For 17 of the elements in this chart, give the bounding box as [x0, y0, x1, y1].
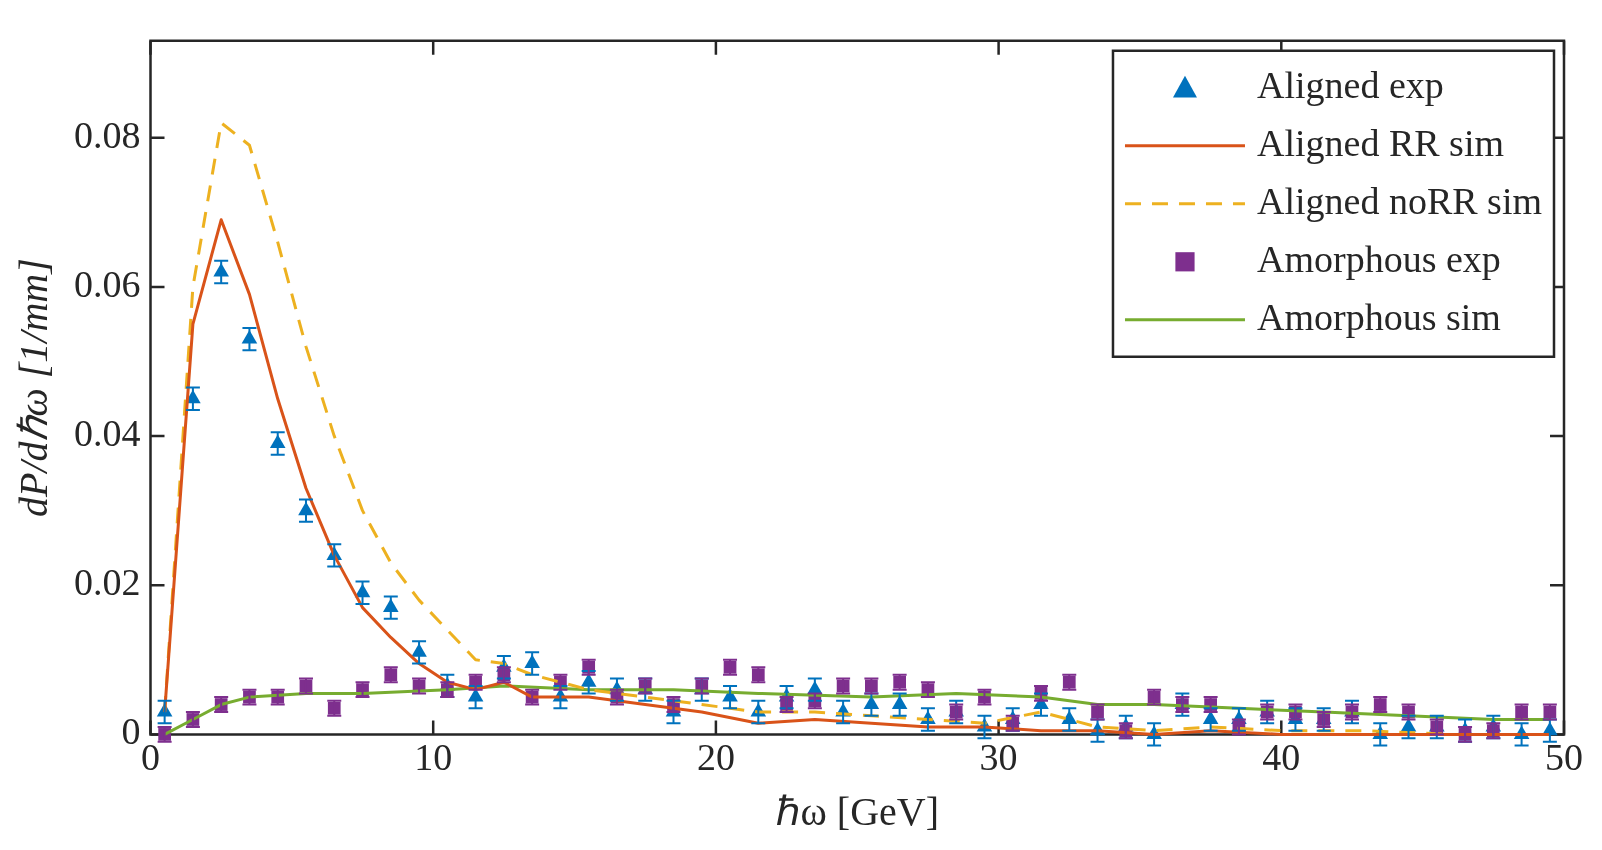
legend-label: Amorphous exp [1256, 237, 1501, 280]
legend-label: Aligned RR sim [1256, 121, 1505, 164]
legend-label: Amorphous sim [1256, 295, 1501, 338]
x-axis-title: ℏω [GeV] [775, 788, 939, 834]
x-tick-label: 30 [979, 736, 1018, 779]
x-tick-label: 50 [1545, 736, 1583, 779]
y-axis-title: dP/dℏω [1/mm] [10, 258, 56, 518]
y-tick-label: 0 [121, 710, 141, 753]
legend-label: Aligned noRR sim [1256, 179, 1543, 222]
y-tick-label: 0.04 [74, 412, 141, 455]
x-tick-label: 40 [1262, 736, 1301, 779]
y-tick-label: 0.06 [74, 262, 141, 305]
x-tick-label: 20 [696, 736, 735, 779]
legend-label: Aligned exp [1256, 63, 1444, 106]
y-tick-label: 0.02 [74, 561, 141, 604]
x-tick-label: 10 [414, 736, 453, 779]
y-tick-label: 0.08 [74, 113, 141, 156]
